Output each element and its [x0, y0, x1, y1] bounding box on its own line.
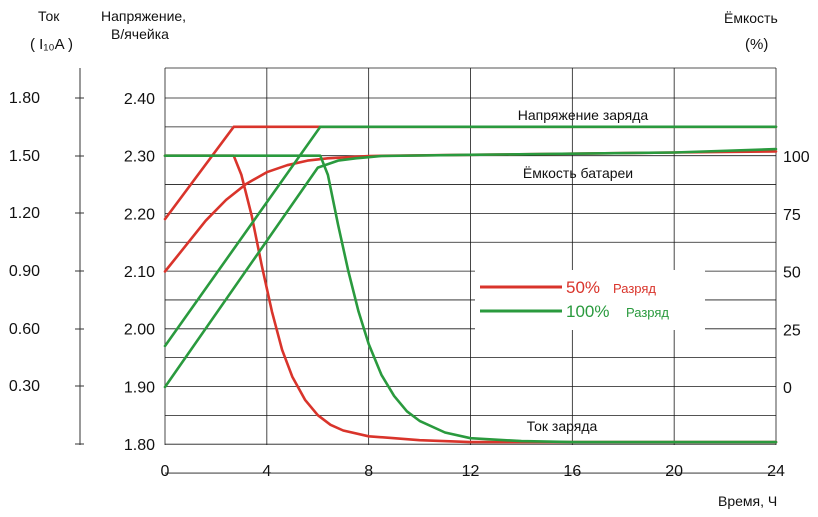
x-tick-label: 0: [161, 463, 170, 480]
current-tick-label: 0.90: [9, 263, 40, 280]
current-axis-title: Ток: [38, 8, 60, 24]
legend-label-100: Разряд: [626, 305, 669, 320]
series-line-5: [163, 154, 778, 444]
annotation-charge-current: Ток заряда: [527, 418, 598, 434]
current-tick-label: 1.50: [9, 148, 40, 165]
capacity-tick-label: 25: [783, 322, 801, 339]
series-line-4: [163, 147, 778, 389]
current-tick-label: 0.60: [9, 321, 40, 338]
legend-box: [475, 270, 705, 330]
voltage-tick-label: 2.40: [124, 91, 155, 108]
voltage-tick-label: 1.90: [124, 379, 155, 396]
voltage-tick-label: 2.10: [124, 264, 155, 281]
current-axis-unit: ( I₁₀A ): [30, 36, 73, 53]
x-tick-label: 8: [364, 463, 373, 480]
x-tick-label: 20: [665, 463, 683, 480]
capacity-axis-unit: (%): [745, 36, 769, 53]
voltage-tick-label: 2.30: [124, 149, 155, 166]
capacity-tick-label: 100: [783, 149, 810, 166]
x-tick-label: 16: [563, 463, 581, 480]
voltage-axis-title: Напряжение,: [101, 8, 187, 24]
current-tick-label: 0.30: [9, 378, 40, 395]
legend-value-50: 50%: [566, 278, 600, 297]
capacity-tick-label: 0: [783, 380, 792, 397]
current-tick-label: 1.80: [9, 90, 40, 107]
x-tick-label: 12: [462, 463, 480, 480]
voltage-tick-label: 1.80: [124, 437, 155, 454]
annotation-charge-voltage: Напряжение заряда: [518, 107, 649, 123]
current-tick-label: 1.20: [9, 205, 40, 222]
series-line-3: [163, 125, 778, 348]
capacity-axis-title: Ёмкость: [724, 10, 778, 26]
legend-value-100: 100%: [566, 302, 609, 321]
voltage-tick-label: 2.00: [124, 322, 155, 339]
capacity-tick-label: 50: [783, 265, 801, 282]
series-line-2: [163, 154, 778, 444]
x-axis-title: Время, Ч: [718, 493, 778, 509]
voltage-axis-subtitle: В/ячейка: [111, 26, 169, 42]
x-tick-label: 24: [767, 463, 785, 480]
legend-label-50: Разряд: [613, 281, 656, 296]
x-tick-label: 4: [262, 463, 271, 480]
voltage-tick-label: 2.20: [124, 206, 155, 223]
annotation-battery-capacity: Ёмкость батареи: [523, 165, 633, 181]
capacity-tick-label: 75: [783, 207, 801, 224]
